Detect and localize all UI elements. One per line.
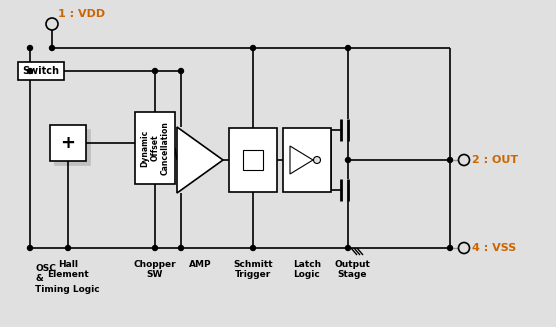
Circle shape [459,243,469,253]
Bar [229,128,277,192]
Bar [243,150,263,170]
Text: Switch: Switch [22,66,59,76]
Circle shape [27,45,32,50]
Circle shape [448,158,453,163]
Circle shape [251,246,256,250]
Text: Latch
Logic: Latch Logic [293,260,321,279]
Text: Schmitt
Trigger: Schmitt Trigger [233,260,273,279]
Text: Chopper
SW: Chopper SW [133,260,176,279]
Circle shape [345,45,350,50]
Bar [135,112,175,184]
Polygon shape [177,127,223,193]
Text: +: + [61,134,76,152]
Circle shape [345,246,350,250]
Bar [50,125,86,161]
Circle shape [345,158,350,163]
Circle shape [27,246,32,250]
Text: OSC
&
Timing Logic: OSC & Timing Logic [35,264,100,294]
Text: 1 : VDD: 1 : VDD [58,9,105,19]
Circle shape [178,68,183,74]
Polygon shape [290,146,313,174]
Circle shape [27,68,32,74]
Circle shape [152,246,157,250]
Circle shape [448,246,453,250]
Circle shape [66,246,71,250]
Bar [54,129,90,165]
Circle shape [251,45,256,50]
Circle shape [314,157,320,164]
Circle shape [46,18,58,30]
Bar [18,62,64,80]
Circle shape [49,45,54,50]
Text: Dynamic
Offset
Cancellation: Dynamic Offset Cancellation [140,121,170,175]
Circle shape [178,246,183,250]
Text: 2 : OUT: 2 : OUT [472,155,518,165]
Bar [283,128,331,192]
Text: Hall
Element: Hall Element [47,260,89,279]
Text: AMP: AMP [188,260,211,269]
Circle shape [459,154,469,165]
Text: Output
Stage: Output Stage [334,260,370,279]
Circle shape [152,68,157,74]
Text: 4 : VSS: 4 : VSS [472,243,517,253]
